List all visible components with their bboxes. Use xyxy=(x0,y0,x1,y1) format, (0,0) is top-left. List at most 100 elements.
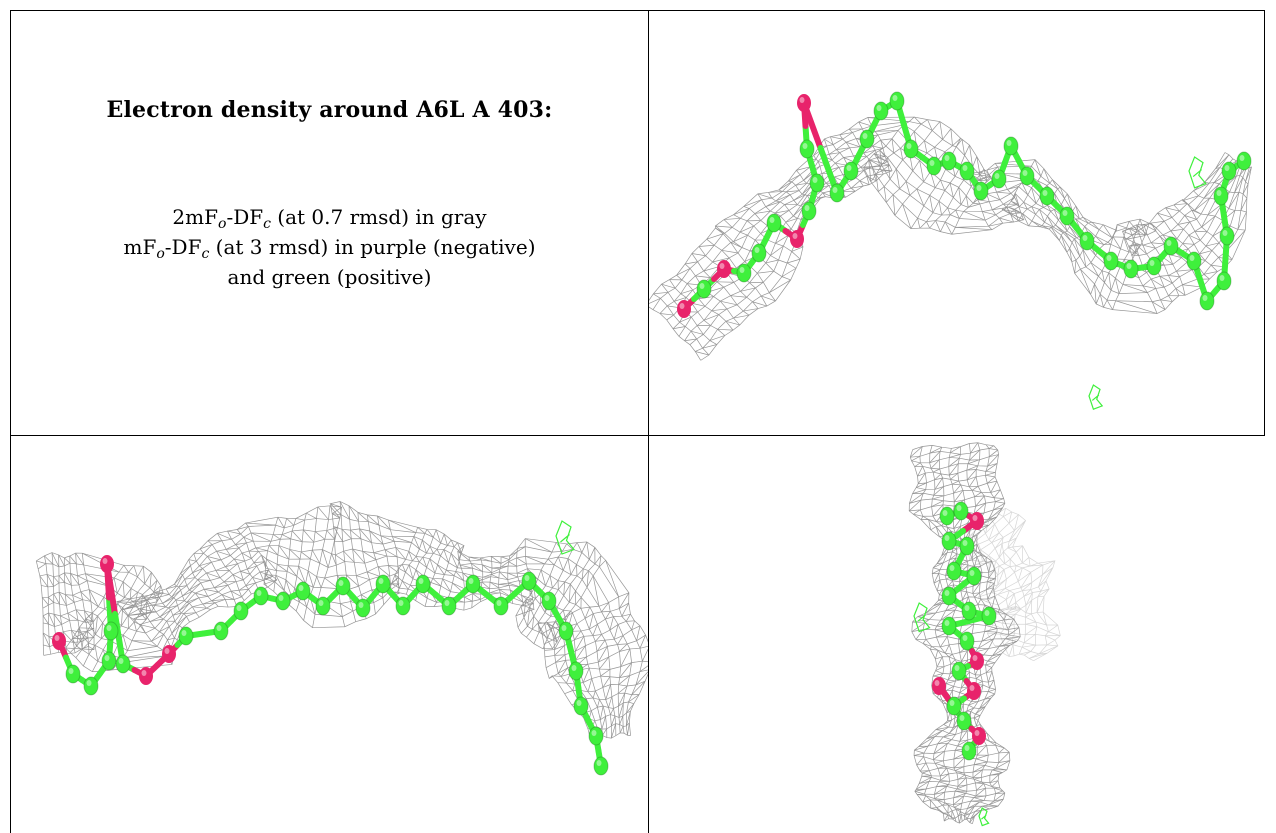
carbon-atom xyxy=(956,711,972,731)
positive-density-blob xyxy=(555,520,576,555)
carbon-atom xyxy=(588,726,604,746)
carbon-atom xyxy=(295,581,311,601)
carbon-atom xyxy=(465,574,481,594)
ball-and-stick-model xyxy=(52,555,609,776)
carbon-atom xyxy=(541,591,557,611)
caption-line-2mfo: 2mFo-DFc (at 0.7 rmsd) in gray xyxy=(11,202,648,232)
oxygen-atom xyxy=(162,645,176,663)
carbon-atom xyxy=(573,696,589,716)
carbon-atom xyxy=(766,213,782,233)
carbon-atom xyxy=(951,661,967,681)
carbon-atom xyxy=(799,139,815,159)
caption-line-mfo-prefix: mF xyxy=(123,235,157,259)
caption-line-mfo-mid: -DF xyxy=(164,235,202,259)
carbon-atom xyxy=(441,596,457,616)
carbon-atom xyxy=(83,676,99,696)
oxygen-atom xyxy=(677,300,691,318)
carbon-atom xyxy=(809,173,825,193)
carbon-atom xyxy=(1146,256,1162,276)
carbon-atom xyxy=(941,586,957,606)
carbon-atom xyxy=(959,161,975,181)
carbon-atom xyxy=(115,654,131,674)
carbon-atom xyxy=(1039,186,1055,206)
caption-cell: Electron density around A6L A 403: 2mFo-… xyxy=(11,11,648,435)
oxygen-atom xyxy=(797,94,811,112)
oxygen-atom xyxy=(967,682,981,700)
carbon-atom xyxy=(1003,136,1019,156)
carbon-atom xyxy=(953,501,969,521)
oxygen-atom xyxy=(139,667,153,685)
carbon-atom xyxy=(946,561,962,581)
panel-view-top-right xyxy=(649,91,1252,410)
carbon-atom xyxy=(959,631,975,651)
caption-description: 2mFo-DFc (at 0.7 rmsd) in gray mFo-DFc (… xyxy=(11,202,648,292)
carbon-atom xyxy=(415,574,431,594)
carbon-atom xyxy=(1221,161,1237,181)
carbon-atom xyxy=(966,566,982,586)
carbon-atom xyxy=(375,574,391,594)
carbon-atom xyxy=(1186,251,1202,271)
density-mesh xyxy=(35,501,648,742)
caption-line-mfo: mFo-DFc (at 3 rmsd) in purple (negative) xyxy=(11,232,648,262)
oxygen-atom xyxy=(972,727,986,745)
carbon-atom xyxy=(829,183,845,203)
carbon-atom xyxy=(103,621,119,641)
carbon-atom xyxy=(65,664,81,684)
carbon-atom xyxy=(889,91,905,111)
carbon-atom xyxy=(593,756,609,776)
caption-line-mfo-sub-c: c xyxy=(201,246,210,262)
oxygen-atom xyxy=(932,677,946,695)
carbon-atom xyxy=(558,621,574,641)
carbon-atom xyxy=(959,536,975,556)
oxygen-atom xyxy=(100,555,114,573)
carbon-atom xyxy=(941,151,957,171)
oxygen-atom xyxy=(52,632,66,650)
carbon-atom xyxy=(178,626,194,646)
ball-and-stick-model xyxy=(932,501,997,761)
carbon-atom xyxy=(751,243,767,263)
carbon-atom xyxy=(1103,251,1119,271)
positive-density-blob xyxy=(913,602,931,633)
caption-line-2mfo-prefix: 2mF xyxy=(172,205,218,229)
table-middle-border xyxy=(11,435,1265,436)
caption-title: Electron density around A6L A 403: xyxy=(106,97,553,123)
oxygen-atom xyxy=(717,260,731,278)
carbon-atom xyxy=(903,139,919,159)
carbon-atom xyxy=(395,596,411,616)
carbon-atom xyxy=(859,129,875,149)
carbon-atom xyxy=(355,598,371,618)
carbon-atom xyxy=(1236,151,1252,171)
carbon-atom xyxy=(493,596,509,616)
oxygen-atom xyxy=(970,512,984,530)
carbon-atom xyxy=(1216,271,1232,291)
carbon-atom xyxy=(1219,226,1235,246)
oxygen-atom xyxy=(970,652,984,670)
caption-line-2mfo-suffix: (at 0.7 rmsd) in gray xyxy=(270,205,487,229)
carbon-atom xyxy=(213,621,229,641)
carbon-atom xyxy=(253,586,269,606)
caption-line-2mfo-sub-o: o xyxy=(218,216,227,232)
carbon-atom xyxy=(1019,166,1035,186)
carbon-atom xyxy=(275,591,291,611)
carbon-atom xyxy=(1079,231,1095,251)
carbon-atom xyxy=(946,696,962,716)
carbon-atom xyxy=(926,156,942,176)
carbon-atom xyxy=(843,161,859,181)
positive-density-blob xyxy=(978,807,990,827)
ball-and-stick-model xyxy=(677,91,1252,318)
carbon-atom xyxy=(941,531,957,551)
panel-view-bottom-right xyxy=(908,442,1061,827)
carbon-atom xyxy=(1123,259,1139,279)
carbon-atom xyxy=(233,601,249,621)
positive-density-blob xyxy=(1188,156,1207,189)
carbon-atom xyxy=(981,606,997,626)
carbon-atom xyxy=(1199,291,1215,311)
carbon-atom xyxy=(941,616,957,636)
carbon-atom xyxy=(991,169,1007,189)
oxygen-atom xyxy=(790,230,804,248)
table-center-border xyxy=(648,10,649,833)
carbon-atom xyxy=(521,571,537,591)
table-left-border xyxy=(10,10,11,833)
caption-line-green: and green (positive) xyxy=(227,265,432,289)
caption-line-mfo-sub-o: o xyxy=(156,246,165,262)
